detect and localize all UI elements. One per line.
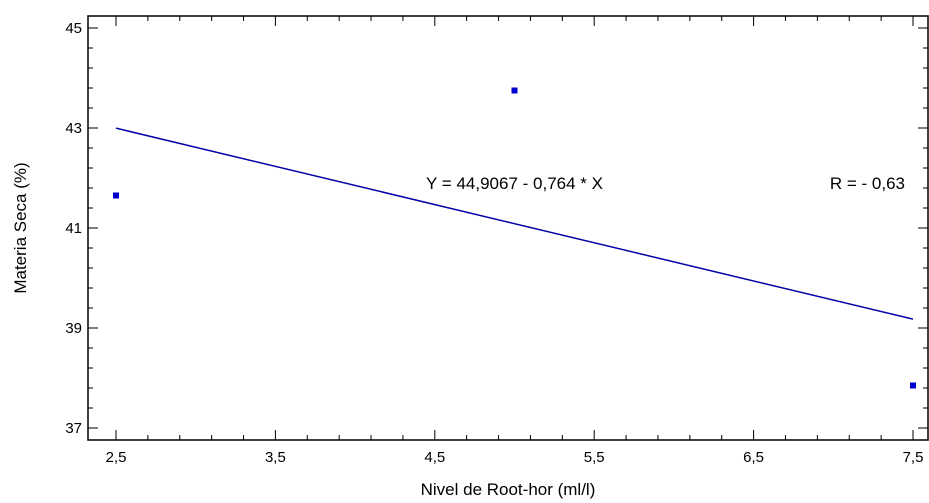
correlation-coefficient: R = - 0,63 [830, 174, 905, 193]
x-tick-label: 7,5 [903, 449, 924, 466]
plot-frame [87, 15, 929, 441]
x-tick-label: 6,5 [743, 449, 764, 466]
data-point [511, 87, 518, 94]
data-point [910, 382, 916, 389]
x-tick-label: 2,5 [106, 449, 127, 466]
regression-equation: Y = 44,9067 - 0,764 * X [426, 174, 603, 193]
y-tick-label: 45 [65, 20, 82, 37]
x-tick-label: 4,5 [424, 449, 445, 466]
regression-line-group [115, 127, 914, 320]
y-tick-label: 41 [65, 220, 82, 237]
data-point [113, 192, 119, 199]
annotations: Y = 44,9067 - 0,764 * X R = - 0,63 [426, 174, 905, 193]
y-axis-label: Materia Seca (%) [11, 162, 30, 293]
axes: 2,5 3,5 4,5 5,5 6,5 7,5 37 39 41 43 45 [65, 15, 929, 466]
data-points [113, 87, 916, 389]
y-tick-label: 43 [65, 120, 82, 137]
regression-line [115, 127, 914, 320]
x-tick-label: 3,5 [265, 449, 286, 466]
y-tick-label: 37 [65, 420, 82, 437]
x-tick-label: 5,5 [584, 449, 605, 466]
x-axis-label: Nivel de Root-hor (ml/l) [421, 480, 596, 499]
y-tick-label: 39 [65, 320, 82, 337]
